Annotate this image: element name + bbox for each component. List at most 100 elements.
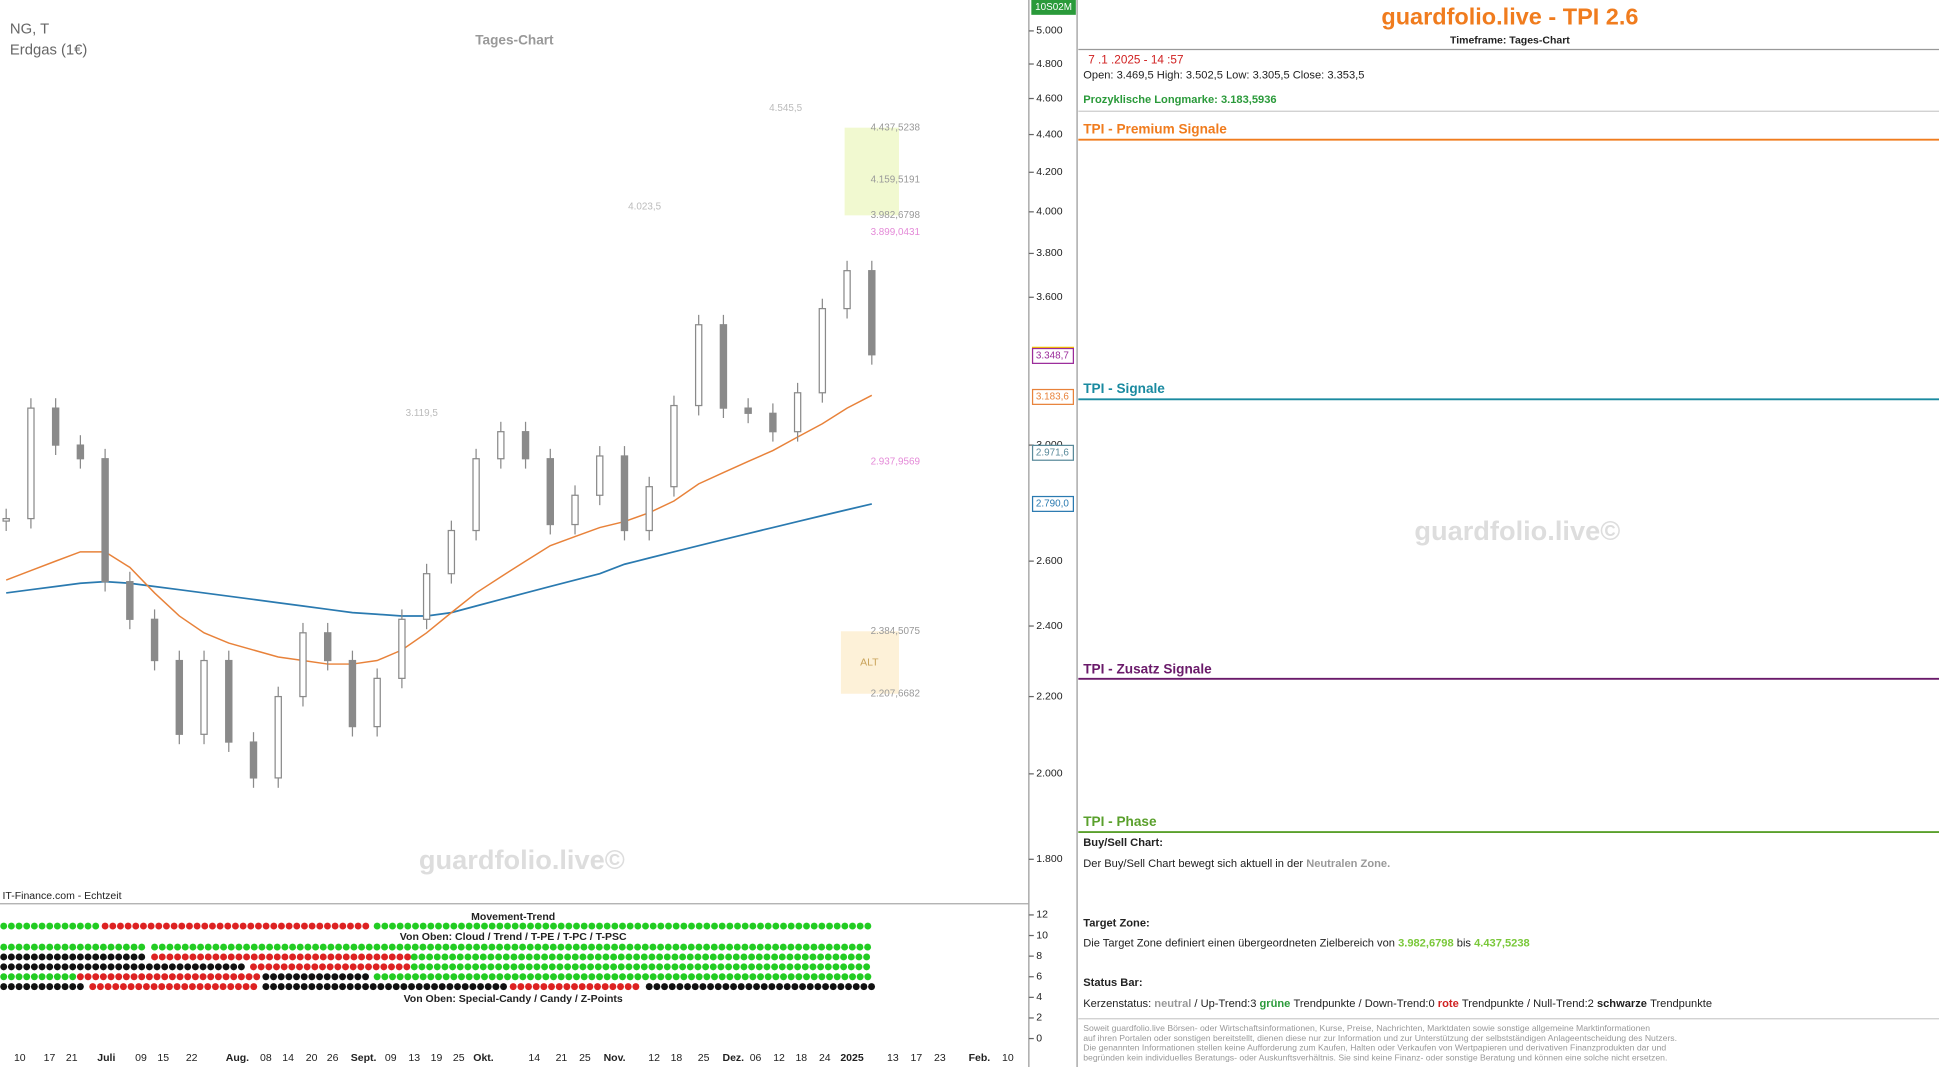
trend-dot xyxy=(300,973,308,981)
x-tick-label: 25 xyxy=(698,1052,710,1064)
trend-dot xyxy=(122,973,130,981)
trend-dot xyxy=(810,922,818,930)
trend-dot xyxy=(822,983,830,991)
trend-dot xyxy=(449,963,457,971)
trend-dot xyxy=(632,983,640,991)
trend-dot xyxy=(69,983,77,991)
trend-dot xyxy=(779,943,787,951)
trend-dot xyxy=(151,943,159,951)
y-tick-label: 4.800 xyxy=(1036,58,1062,70)
text-span: Open: xyxy=(1083,69,1113,81)
trend-dot xyxy=(571,983,578,991)
trend-dot xyxy=(270,973,277,981)
trend-dot xyxy=(595,943,603,951)
section-title: TPI - Signale xyxy=(1083,381,1165,396)
trend-dot xyxy=(373,973,381,981)
section-title: TPI - Phase xyxy=(1083,814,1157,829)
trend-dot xyxy=(381,953,389,961)
trend-dot xyxy=(354,922,362,930)
trend-dot xyxy=(426,953,434,961)
trend-dot xyxy=(396,943,404,951)
trend-dot xyxy=(726,922,734,930)
trend-dot xyxy=(300,983,308,991)
candle xyxy=(299,632,307,698)
trend-dot xyxy=(109,922,117,930)
trend-dot xyxy=(84,922,92,930)
trend-dot xyxy=(23,943,31,951)
trend-dot xyxy=(142,983,150,991)
trend-dot xyxy=(53,963,61,971)
trend-dot xyxy=(227,953,235,961)
trend-dot xyxy=(657,973,665,981)
trend-dot xyxy=(596,922,603,930)
candle xyxy=(596,455,604,496)
trend-dot xyxy=(801,953,809,961)
trend-dot xyxy=(450,973,458,981)
trend-dot xyxy=(502,953,510,961)
trend-dot xyxy=(757,922,764,930)
x-tick-label: 13 xyxy=(887,1052,899,1064)
trend-dot xyxy=(404,973,412,981)
x-tick-label: 24 xyxy=(819,1052,831,1064)
trend-dot xyxy=(556,963,564,971)
alt-zone xyxy=(840,631,900,694)
trend-dot xyxy=(270,922,278,930)
trend-dot xyxy=(168,963,176,971)
trend-dot xyxy=(174,943,182,951)
text-span: Der Buy/Sell Chart bewegt sich aktuell i… xyxy=(1083,858,1303,870)
x-tick-label: 12 xyxy=(648,1052,660,1064)
trend-dot xyxy=(725,963,733,971)
y-tick-label: 2.600 xyxy=(1036,555,1062,567)
y-tick-label: 4.400 xyxy=(1036,128,1062,140)
trend-dot xyxy=(442,922,450,930)
trend-dot xyxy=(757,973,764,981)
trend-dot xyxy=(331,983,339,991)
trend-dot xyxy=(7,922,15,930)
trend-dot xyxy=(764,973,772,981)
trend-dot xyxy=(534,943,542,951)
trend-dot xyxy=(308,983,316,991)
trend-dot xyxy=(161,963,169,971)
trend-dot xyxy=(642,973,649,981)
trend-dot xyxy=(764,922,772,930)
candle xyxy=(225,659,233,743)
trend-dot xyxy=(373,943,381,951)
trend-dot xyxy=(849,973,856,981)
trend-dot xyxy=(239,922,247,930)
trend-dot xyxy=(327,943,335,951)
trend-dot xyxy=(96,983,104,991)
trend-dot xyxy=(572,943,580,951)
trend-dot xyxy=(848,943,856,951)
candle xyxy=(571,494,579,526)
trend-dot xyxy=(162,922,170,930)
candle xyxy=(670,404,678,488)
trend-dot xyxy=(76,922,84,930)
trend-dot xyxy=(130,973,138,981)
candle xyxy=(101,458,109,583)
trend-dot xyxy=(579,953,587,961)
trend-dot xyxy=(115,973,123,981)
trend-dot xyxy=(76,963,84,971)
source: IT-Finance.com - Echtzeit xyxy=(2,890,121,902)
trend-dot xyxy=(243,943,251,951)
trend-dot xyxy=(694,953,702,961)
trend-dot xyxy=(755,963,763,971)
trend-dot xyxy=(99,943,107,951)
trend-dot xyxy=(711,922,718,930)
trend-dot xyxy=(695,922,703,930)
trend-dot xyxy=(679,953,687,961)
indicator-tick-label: 10 xyxy=(1036,929,1048,941)
panel-line: Der Buy/Sell Chart bewegt sich aktuell i… xyxy=(1083,858,1390,870)
x-tick-label: Juli xyxy=(97,1052,115,1064)
trend-dot xyxy=(372,963,380,971)
trend-dot xyxy=(135,983,143,991)
trend-dot xyxy=(199,973,207,981)
timeframe: Timeframe: Tages-Chart xyxy=(1450,35,1570,47)
annotation: 3.119,5 xyxy=(406,408,439,419)
trend-dot xyxy=(339,973,347,981)
trend-dot xyxy=(626,943,634,951)
trend-dot xyxy=(540,983,548,991)
text-span: Trendpunkte xyxy=(1293,998,1355,1010)
trend-dot xyxy=(503,943,511,951)
